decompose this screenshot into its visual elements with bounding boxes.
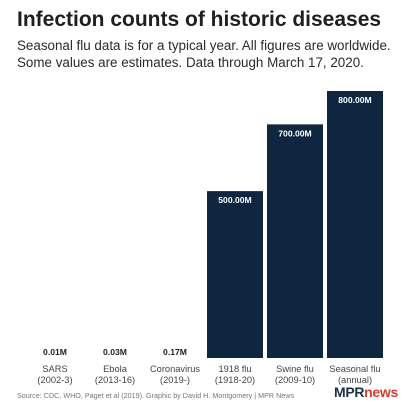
mpr-news-logo: MPRnews <box>334 384 398 400</box>
x-tick-label: (2019-) <box>160 375 190 385</box>
bar-value-label: 500.00M <box>218 195 251 205</box>
bar-value-label: 0.01M <box>43 347 67 357</box>
x-tick-label: Coronavirus <box>150 364 200 374</box>
bar-5 <box>327 91 383 358</box>
x-tick-label: (2009-10) <box>275 375 315 385</box>
bar-value-label: 700.00M <box>278 128 311 138</box>
x-tick-label: 1918 flu <box>218 364 251 374</box>
bar-4 <box>267 124 323 358</box>
x-tick-label: (1918-20) <box>215 375 255 385</box>
logo-mpr: MPR <box>333 384 365 400</box>
source-note: Source: CDC, WHO, Paget et al (2019). Gr… <box>17 391 295 400</box>
x-tick-label: (2013-16) <box>95 375 135 385</box>
chart-title: Infection counts of historic diseases <box>17 8 382 31</box>
x-tick-label: Ebola <box>103 364 128 374</box>
bar-value-label: 800.00M <box>338 95 371 105</box>
chart-subtitle: Seasonal flu data is for a typical year.… <box>17 38 391 70</box>
x-tick-label: (2002-3) <box>37 375 72 385</box>
x-tick-label: Swine flu <box>276 364 314 374</box>
x-tick-label: (annual) <box>338 375 372 385</box>
bar-value-label: 0.03M <box>103 347 127 357</box>
x-tick-label: Seasonal flu <box>329 364 380 374</box>
logo-news: news <box>364 384 398 400</box>
bar-value-label: 0.17M <box>163 347 187 357</box>
bar-3 <box>207 191 263 358</box>
x-tick-label: SARS <box>42 364 67 374</box>
